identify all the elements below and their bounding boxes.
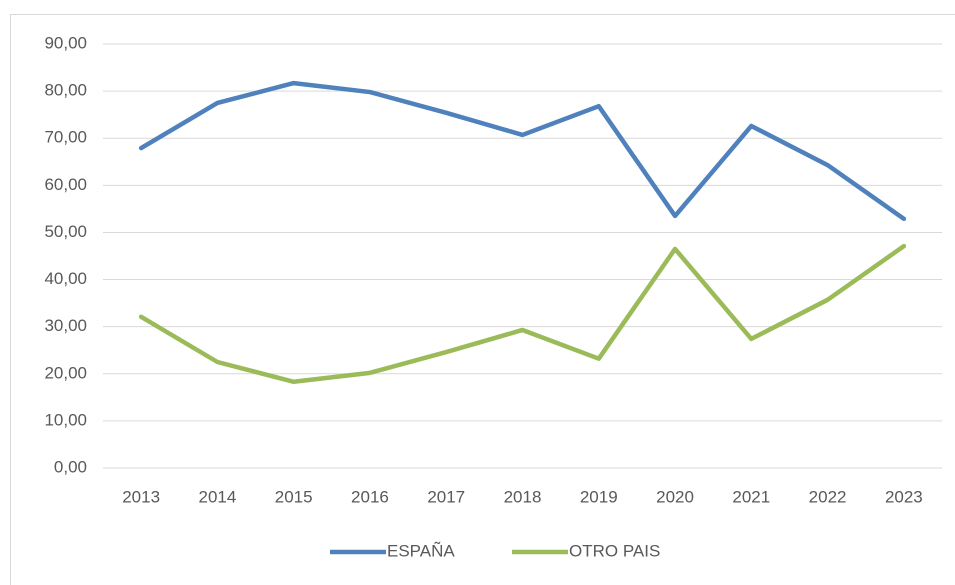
y-tick-label: 70,00 [44, 128, 87, 147]
y-tick-label: 60,00 [44, 175, 87, 194]
y-tick-label: 80,00 [44, 81, 87, 100]
y-tick-label: 40,00 [44, 269, 87, 288]
x-tick-label: 2021 [732, 487, 770, 506]
y-tick-label: 10,00 [44, 410, 87, 429]
x-tick-label: 2019 [580, 487, 618, 506]
series-line [138, 243, 907, 385]
x-tick-label: 2015 [275, 487, 313, 506]
y-tick-label: 90,00 [44, 33, 87, 52]
legend-label: ESPAÑA [387, 541, 455, 560]
x-tick-label: 2020 [656, 487, 694, 506]
x-tick-label: 2022 [809, 487, 847, 506]
y-tick-label: 0,00 [54, 457, 87, 476]
legend-label: OTRO PAIS [569, 541, 660, 560]
x-tick-label: 2017 [427, 487, 465, 506]
chart-frame [10, 14, 955, 585]
y-tick-label: 20,00 [44, 363, 87, 382]
x-tick-label: 2016 [351, 487, 389, 506]
x-tick-label: 2013 [122, 487, 160, 506]
y-tick-label: 30,00 [44, 316, 87, 335]
series-line [138, 80, 907, 222]
x-tick-label: 2018 [504, 487, 542, 506]
x-tick-label: 2014 [198, 487, 236, 506]
y-tick-label: 50,00 [44, 222, 87, 241]
x-tick-label: 2023 [885, 487, 923, 506]
